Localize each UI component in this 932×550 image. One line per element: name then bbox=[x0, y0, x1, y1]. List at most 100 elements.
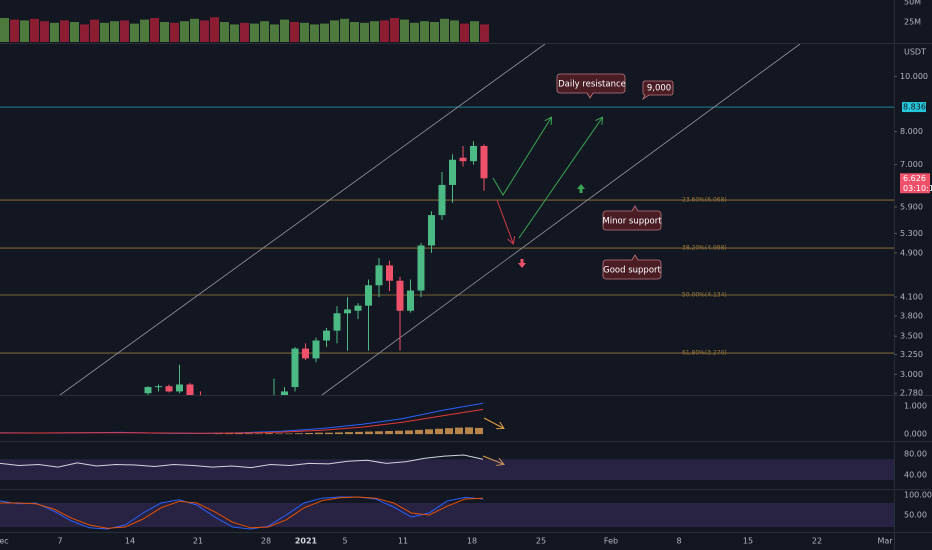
price-label-box bbox=[902, 102, 926, 113]
candle-body bbox=[407, 290, 414, 311]
candle-body bbox=[144, 387, 152, 394]
volume-bar bbox=[420, 21, 429, 42]
last-price: 6.626 bbox=[903, 174, 926, 183]
volume-bar bbox=[140, 19, 149, 42]
volume-bar bbox=[330, 20, 339, 42]
rsi-tick-label: 40.00 bbox=[904, 470, 927, 479]
indicator-line bbox=[0, 402, 484, 435]
y-tick-label: 3.800 bbox=[900, 311, 923, 320]
macd-histogram bbox=[325, 432, 333, 435]
macd-histogram bbox=[385, 431, 393, 435]
forecast-arrows bbox=[482, 118, 602, 464]
volume-bar bbox=[150, 18, 159, 42]
volume-bar bbox=[190, 18, 199, 42]
volume-bar bbox=[220, 22, 229, 42]
candle-body bbox=[165, 386, 173, 392]
macd-histogram bbox=[475, 427, 483, 435]
y-tick-label: 4.900 bbox=[900, 248, 923, 257]
candle-body bbox=[155, 386, 162, 388]
volume-bar bbox=[60, 20, 69, 42]
candle-body bbox=[271, 399, 278, 405]
candle-body bbox=[208, 405, 215, 408]
candle-body bbox=[229, 410, 236, 412]
macd-histogram bbox=[445, 428, 453, 435]
x-tick-label: Mar bbox=[877, 537, 893, 546]
indicator-line bbox=[0, 454, 484, 469]
volume-bar bbox=[230, 24, 239, 42]
indicator-line bbox=[0, 496, 484, 530]
candle-body bbox=[417, 245, 425, 291]
candle-body bbox=[260, 404, 267, 408]
macd-histogram bbox=[275, 433, 283, 435]
rsi-band bbox=[0, 459, 894, 481]
rsi-tick-label: 80.00 bbox=[904, 449, 927, 458]
volume-bar bbox=[50, 22, 59, 42]
volume-bar bbox=[40, 21, 49, 42]
volume-bar bbox=[20, 20, 29, 42]
macd-histogram bbox=[345, 432, 353, 435]
x-tick-label: 28 bbox=[261, 537, 271, 546]
candle-body bbox=[323, 330, 330, 341]
macd-histogram bbox=[215, 433, 223, 435]
macd-histogram bbox=[295, 433, 303, 435]
macd-histogram bbox=[365, 431, 373, 435]
axis-unit: USDT bbox=[904, 48, 926, 57]
annotation: Minor support bbox=[602, 217, 662, 227]
volume-bar bbox=[120, 20, 129, 42]
candle-body bbox=[239, 410, 246, 415]
x-tick-label: 8 bbox=[676, 537, 681, 546]
candle-body bbox=[365, 285, 372, 306]
candle-body bbox=[470, 145, 477, 162]
fib-label: 61.80%(3.270) bbox=[682, 350, 727, 357]
volume-bar bbox=[390, 18, 399, 42]
volume-bar bbox=[280, 19, 289, 42]
volume-bar bbox=[0, 18, 9, 42]
candle-body bbox=[291, 348, 299, 388]
x-tick-label: ec bbox=[0, 537, 9, 546]
macd-histogram bbox=[355, 431, 363, 435]
volume-bar bbox=[130, 23, 139, 42]
volume-bar bbox=[260, 21, 269, 42]
y-tick-label: 3.500 bbox=[900, 332, 923, 341]
macd-histogram bbox=[305, 432, 313, 435]
candle-body bbox=[302, 348, 309, 359]
volume-bar bbox=[320, 23, 329, 42]
macd-histogram bbox=[415, 429, 423, 435]
candle-body bbox=[449, 159, 456, 185]
candle-body bbox=[197, 395, 204, 405]
candle-body bbox=[176, 384, 183, 392]
volume-bar bbox=[300, 22, 309, 42]
volume-bar bbox=[400, 19, 409, 42]
candle-body bbox=[333, 313, 341, 331]
indicator-line bbox=[0, 496, 484, 529]
candle-body bbox=[480, 145, 488, 179]
macd-histogram bbox=[265, 433, 273, 435]
volume-bar bbox=[90, 19, 99, 42]
x-tick-label: 7 bbox=[57, 537, 62, 546]
volume-bar bbox=[340, 18, 349, 42]
volume-bar bbox=[310, 24, 319, 42]
volume-bar bbox=[160, 22, 169, 42]
macd-histogram bbox=[335, 432, 343, 435]
macd-tick-label: 1.000 bbox=[904, 401, 927, 410]
candle-body bbox=[250, 408, 257, 415]
x-tick-label: 22 bbox=[812, 537, 822, 546]
macd-histogram bbox=[315, 432, 323, 435]
x-tick-label: 5 bbox=[342, 537, 347, 546]
y-tick-label: 8.000 bbox=[900, 127, 923, 136]
volume-bar bbox=[360, 22, 369, 42]
macd-histogram bbox=[375, 431, 383, 435]
candle-body bbox=[459, 157, 467, 162]
volume-bar bbox=[30, 18, 39, 42]
volume-bar bbox=[480, 24, 489, 42]
y-tick-label: 2.780 bbox=[900, 389, 923, 398]
fib-label: 50.00%(4.134) bbox=[682, 292, 727, 299]
macd-histogram bbox=[285, 433, 293, 435]
macd-tick-label: 0.000 bbox=[904, 430, 927, 439]
volume-bar bbox=[70, 22, 79, 42]
macd-histogram bbox=[235, 433, 243, 435]
volume-bar bbox=[370, 21, 379, 42]
y-tick-label: 5.900 bbox=[900, 202, 923, 211]
